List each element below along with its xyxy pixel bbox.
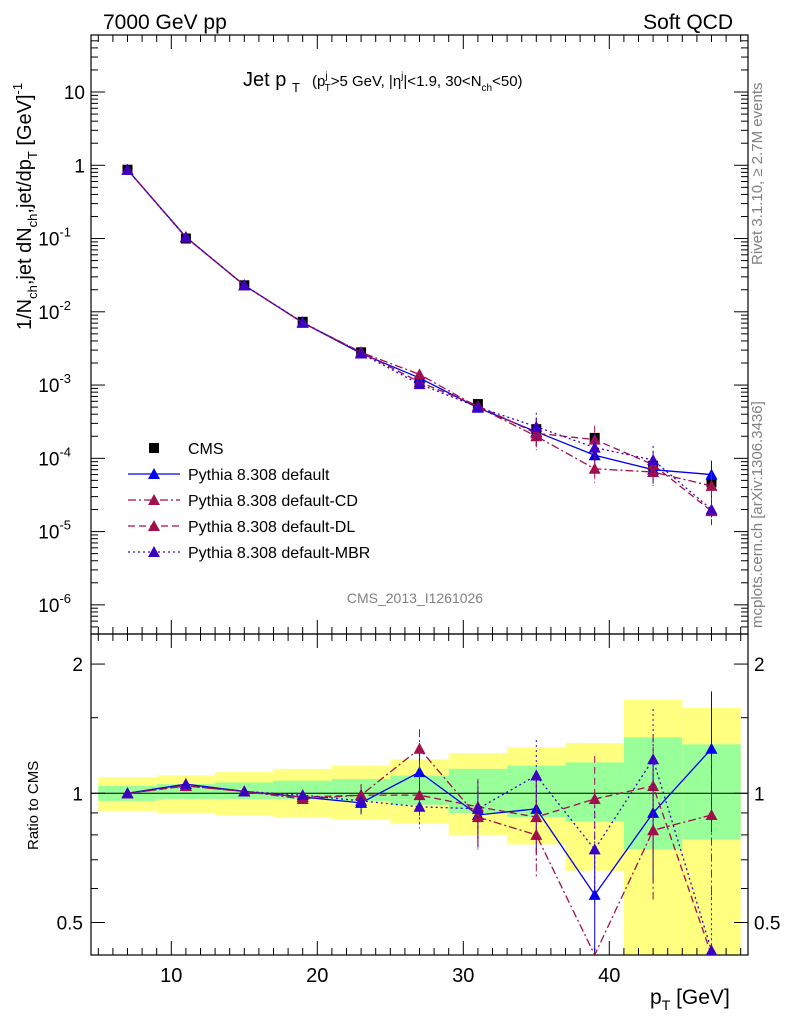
main-line-pythia-8-308-default-cd [127, 169, 712, 487]
legend: CMS Pythia 8.308 default Pythia 8.308 defa… [128, 441, 370, 562]
title-main-text: Jet p [243, 69, 286, 91]
y-tick-label: 10-3 [38, 371, 71, 397]
main-point-pythia-8-308-default-mbr [413, 378, 426, 390]
ratio-point-pythia-8-308-default-mbr [296, 789, 309, 801]
legend-marker-pythia-8-308-default-mbr [148, 546, 160, 557]
x-axis-label: pT [GeV] [650, 986, 730, 1013]
main-point-pythia-8-308-default-mbr [530, 420, 543, 432]
ratio-y-axis-label: Ratio to CMS [25, 761, 42, 850]
main-point-pythia-8-308-default-mbr [705, 503, 718, 515]
y-tick-label: 10-5 [38, 518, 71, 544]
main-point-pythia-8-308-default-cd [413, 368, 426, 380]
main-point-pythia-8-308-default-mbr [238, 279, 251, 291]
main-point-pythia-8-308-default-mbr [647, 453, 660, 465]
legend-marker-pythia-8-308-default-cd [148, 494, 160, 505]
main-point-pythia-8-308-default-mbr [179, 231, 192, 243]
ratio-point-pythia-8-308-default-mbr [705, 944, 718, 956]
main-title: Jet p T (pj T>5 GeV, |ηj|<1.9, 30<Nch<50) [243, 69, 523, 95]
header-left: 7000 GeV pp [103, 11, 227, 34]
main-point-pythia-8-308-default-mbr [121, 163, 134, 175]
legend-label-pythia-8-308-default-mbr: Pythia 8.308 default-MBR [188, 545, 370, 562]
ratio-point-pythia-8-308-default-mbr [647, 753, 660, 765]
ratio-y-tick-label-right: 2 [754, 655, 765, 676]
side-label-rivet: Rivet 3.1.10, ≥ 2.7M events [749, 83, 766, 266]
ratio-point-pythia-8-308-default-cd [530, 828, 543, 840]
ratio-y-tick-label-right: 0.5 [754, 913, 780, 934]
y-tick-label: 10 [64, 83, 85, 104]
y-tick-label: 10-2 [38, 298, 71, 324]
ratio-point-pythia-8-308-default [413, 766, 426, 778]
legend-label-pythia-8-308-default-cd: Pythia 8.308 default-CD [188, 493, 358, 510]
main-line-pythia-8-308-default-mbr [127, 169, 712, 511]
main-point-pythia-8-308-default-cd [705, 479, 718, 491]
y-tick-label: 10-6 [38, 591, 71, 617]
ratio-point-pythia-8-308-default-mbr [530, 769, 543, 781]
ratio-y-tick-label: 1 [72, 784, 83, 805]
legend-label-cms: CMS [188, 441, 224, 458]
ratio-y-tick-label: 0.5 [57, 913, 83, 934]
main-point-pythia-8-308-default-mbr [471, 401, 484, 413]
axes: 10 20 30 40 10-6 10-5 10-4 10-3 10-2 10-1 1 10 0.5 0.… [38, 34, 780, 987]
ratio-point-pythia-8-308-default-mbr [179, 778, 192, 790]
ratio-point-pythia-8-308-default-dl [413, 789, 426, 801]
ratio-point-pythia-8-308-default-mbr [121, 787, 134, 799]
ratio-point-pythia-8-308-default [588, 888, 601, 900]
ratio-y-tick-label: 2 [72, 655, 83, 676]
header-right: Soft QCD [643, 11, 733, 34]
x-tick-label: 40 [598, 965, 620, 987]
main-point-pythia-8-308-default-cd [588, 462, 601, 474]
legend-label-pythia-8-308-default: Pythia 8.308 default [188, 467, 330, 484]
legend-marker-pythia-8-308-default [148, 468, 160, 479]
ratio-point-pythia-8-308-default-cd [413, 742, 426, 754]
main-line-pythia-8-308-default-dl [127, 169, 712, 512]
x-tick-label: 20 [306, 965, 328, 987]
y-tick-label: 10-4 [38, 444, 71, 470]
ratio-point-pythia-8-308-default-mbr [238, 785, 251, 797]
main-point-pythia-8-308-default-mbr [355, 347, 368, 359]
main-series [121, 163, 718, 526]
main-line-pythia-8-308-default [127, 169, 712, 476]
side-label-mcplots: mcplots.cern.ch [arXiv:1306.3436] [749, 401, 766, 628]
y-tick-label: 10-1 [38, 225, 71, 251]
main-point-pythia-8-308-default-mbr [296, 316, 309, 328]
legend-marker-cms [149, 443, 159, 453]
main-point-pythia-8-308-default-mbr [588, 441, 601, 453]
ratio-point-pythia-8-308-default-mbr [355, 794, 368, 806]
x-tick-label: 30 [452, 965, 474, 987]
ratio-point-pythia-8-308-default-dl [588, 792, 601, 804]
ratio-point-pythia-8-308-default-cd [705, 809, 718, 821]
title-main-subscript: T [292, 80, 300, 95]
analysis-watermark: CMS_2013_I1261026 [347, 590, 483, 606]
legend-label-pythia-8-308-default-dl: Pythia 8.308 default-DL [188, 519, 355, 536]
title-cut-text: (pj T>5 GeV, |ηj|<1.9, 30<Nch<50) [312, 71, 523, 94]
x-tick-label: 10 [160, 965, 182, 987]
ratio-point-pythia-8-308-default [705, 742, 718, 754]
main-y-axis-label: 1/Nch,jet dNch,jet/dpT [GeV]-1 [10, 83, 40, 330]
ratio-point-pythia-8-308-default-mbr [588, 843, 601, 855]
ratio-point-pythia-8-308-default-dl [355, 789, 368, 801]
ratio-point-pythia-8-308-default-mbr [413, 800, 426, 812]
y-tick-label: 1 [74, 156, 85, 177]
ratio-point-pythia-8-308-default-mbr [471, 802, 484, 814]
legend-marker-pythia-8-308-default-dl [148, 520, 160, 531]
ratio-series [121, 691, 718, 957]
ratio-y-tick-label-right: 1 [754, 784, 765, 805]
